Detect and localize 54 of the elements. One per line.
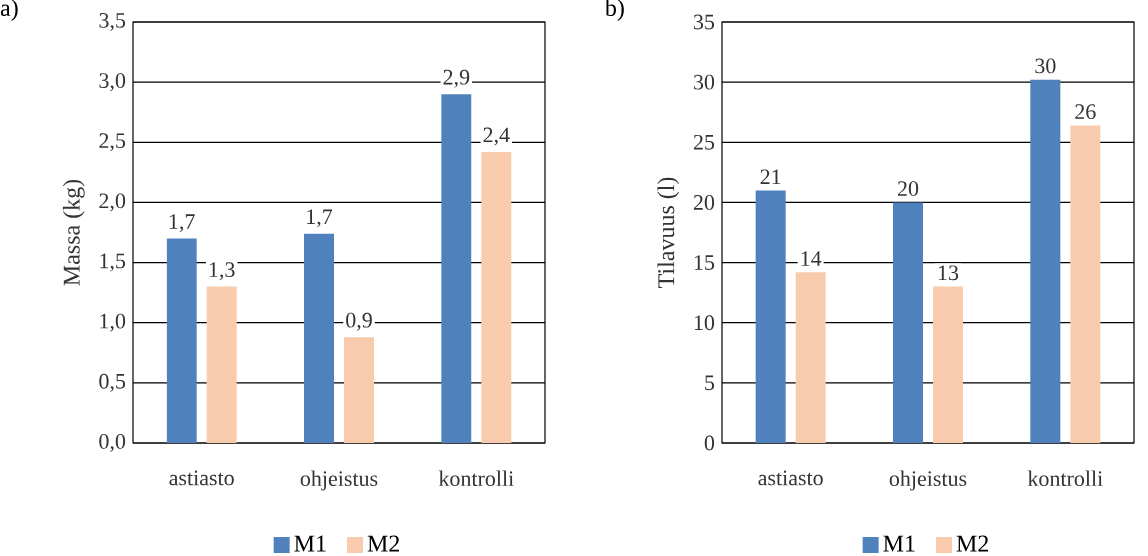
y-tick-label: 25: [693, 134, 715, 150]
legend-label: M2: [956, 535, 988, 552]
bar: [893, 202, 923, 443]
data-label: 2,4: [483, 127, 510, 146]
y-tick-label: 3,0: [99, 73, 126, 92]
bar: [933, 286, 963, 443]
y-tick-label: 30: [694, 74, 715, 90]
bar: [344, 337, 374, 443]
data-label: 30: [1035, 58, 1056, 74]
y-tick-label: 5: [705, 375, 715, 391]
y-tick-label: 0,0: [99, 433, 126, 452]
y-tick-label: 2,0: [99, 193, 126, 212]
bar: [481, 151, 512, 443]
bar: [1070, 125, 1101, 443]
y-tick-label: 10: [694, 315, 715, 331]
chart-title: b): [604, 0, 624, 21]
data-label: 0,9: [346, 312, 372, 331]
legend-label: M2: [367, 535, 399, 552]
data-label: 26: [1075, 104, 1096, 120]
x-tick-label: kontrolli: [1027, 470, 1103, 487]
y-tick-label: 0,5: [99, 373, 126, 392]
y-tick-label: 2,5: [99, 133, 126, 152]
bar: [206, 286, 237, 443]
y-axis-title: Tilavuus (l): [657, 177, 680, 288]
y-tick-label: 3,5: [99, 13, 126, 31]
bar: [1030, 79, 1061, 443]
data-label: 1,7: [169, 214, 195, 233]
y-axis-title: Massa (kg): [62, 179, 85, 286]
x-tick-label: astiasto: [169, 470, 234, 486]
x-tick-label: ohjeistus: [300, 470, 378, 491]
x-tick-label: astiasto: [758, 470, 823, 486]
chart-title: a): [0, 0, 18, 21]
y-tick-label: 0: [704, 435, 715, 451]
data-label: 1,3: [209, 262, 235, 281]
y-tick-label: 35: [694, 14, 715, 30]
legend-label: M1: [883, 535, 915, 552]
y-tick-label: 1,0: [100, 313, 126, 332]
data-label: 2,9: [443, 69, 470, 88]
data-label: 14: [801, 251, 822, 266]
bar: [795, 272, 826, 443]
data-label: 1,7: [307, 209, 333, 228]
data-label: 21: [760, 169, 781, 184]
y-tick-label: 1,5: [100, 253, 126, 272]
bar: [755, 190, 786, 443]
x-tick-label: kontrolli: [438, 470, 514, 487]
y-tick-label: 15: [694, 255, 715, 270]
y-tick-label: 20: [693, 195, 715, 210]
bar: [441, 94, 472, 443]
data-label: 20: [897, 181, 919, 197]
x-tick-label: ohjeistus: [889, 470, 967, 491]
legend-label: M1: [294, 535, 326, 552]
bar: [304, 233, 334, 443]
bar: [166, 238, 197, 443]
data-label: 13: [938, 265, 959, 281]
